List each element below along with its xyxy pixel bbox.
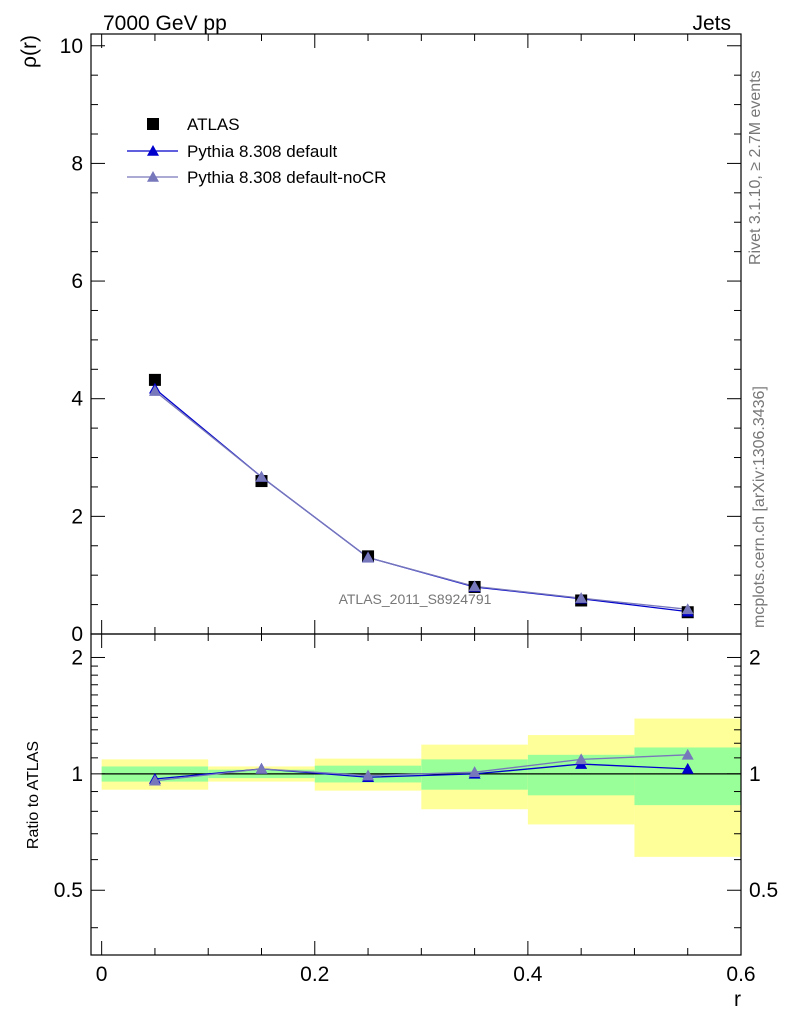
legend: ATLAS Pythia 8.308 default Pythia 8.308 de… bbox=[127, 115, 386, 187]
main-y-tick-label: 10 bbox=[60, 35, 83, 58]
process-label: Jets bbox=[692, 12, 731, 35]
ratio-nocr-point bbox=[148, 774, 161, 786]
ratio-y-tick-label-right: 2 bbox=[749, 646, 761, 669]
main-series-line-1 bbox=[154, 388, 688, 613]
atlas-data-point bbox=[148, 373, 161, 386]
energy-label: 7000 GeV pp bbox=[103, 12, 227, 35]
ratio-nocr-point bbox=[468, 766, 481, 777]
x-tick-label: 0.4 bbox=[513, 963, 543, 986]
legend-marker-atlas bbox=[147, 118, 159, 130]
ratio-nocr-point bbox=[575, 753, 588, 765]
mcplots-reference-text: mcplots.cern.ch [arXiv:1306.3436] bbox=[751, 386, 768, 628]
pythia-nocr-point bbox=[575, 592, 588, 603]
legend-label-1: Pythia 8.308 default bbox=[187, 142, 338, 161]
ratio-y-tick-label-right: 1 bbox=[749, 763, 761, 786]
main-y-tick-label: 2 bbox=[71, 505, 83, 528]
legend-marker-1 bbox=[147, 145, 159, 156]
pythia-nocr-point bbox=[148, 385, 161, 396]
y-axis-label-main: ρ(r) bbox=[18, 35, 41, 68]
x-tick-label: 0.2 bbox=[300, 963, 329, 986]
main-y-tick-label: 8 bbox=[71, 152, 83, 175]
ratio-y-tick-label-right: 0.5 bbox=[749, 879, 778, 902]
legend-marker-2 bbox=[147, 171, 159, 182]
main-y-tick-label: 0 bbox=[71, 623, 83, 646]
ratio-nocr-point bbox=[362, 769, 375, 781]
pythia-nocr-point bbox=[362, 551, 375, 563]
ratio-series-line-1 bbox=[154, 754, 688, 782]
ratio-frame bbox=[90, 633, 742, 956]
main-series-line-2 bbox=[154, 390, 688, 610]
main-panel: 0 2 4 6 8 10 bbox=[60, 33, 742, 646]
ratio-y-tick-label-left: 1 bbox=[71, 763, 83, 786]
ratio-default-point bbox=[681, 762, 694, 774]
y-axis-label-ratio: Ratio to ATLAS bbox=[25, 741, 42, 849]
pythia-nocr-point bbox=[681, 603, 694, 615]
legend-label-0: ATLAS bbox=[187, 115, 240, 134]
main-y-tick-label: 4 bbox=[71, 388, 83, 411]
x-tick-label: 0 bbox=[96, 963, 108, 986]
legend-label-2: Pythia 8.308 default-noCR bbox=[187, 168, 386, 187]
pythia-nocr-point bbox=[468, 580, 481, 592]
x-tick-label: 0.6 bbox=[726, 963, 755, 986]
ratio-y-tick-label-left: 0.5 bbox=[54, 879, 83, 902]
main-y-tick-label: 6 bbox=[71, 270, 83, 293]
ratio-nocr-point bbox=[681, 748, 694, 760]
pythia-nocr-point bbox=[255, 470, 268, 482]
ratio-nocr-point bbox=[255, 762, 268, 774]
ratio-y-tick-label-left: 2 bbox=[71, 646, 83, 669]
analysis-id-label: ATLAS_2011_S8924791 bbox=[339, 591, 492, 607]
ratio-panel: 0 0.2 0.4 0.6 0.5 0.5 1 1 2 2 bbox=[54, 633, 778, 986]
rivet-version-text: Rivet 3.1.10, ≥ 2.7M events bbox=[747, 70, 764, 265]
x-axis-label: r bbox=[734, 988, 741, 1011]
